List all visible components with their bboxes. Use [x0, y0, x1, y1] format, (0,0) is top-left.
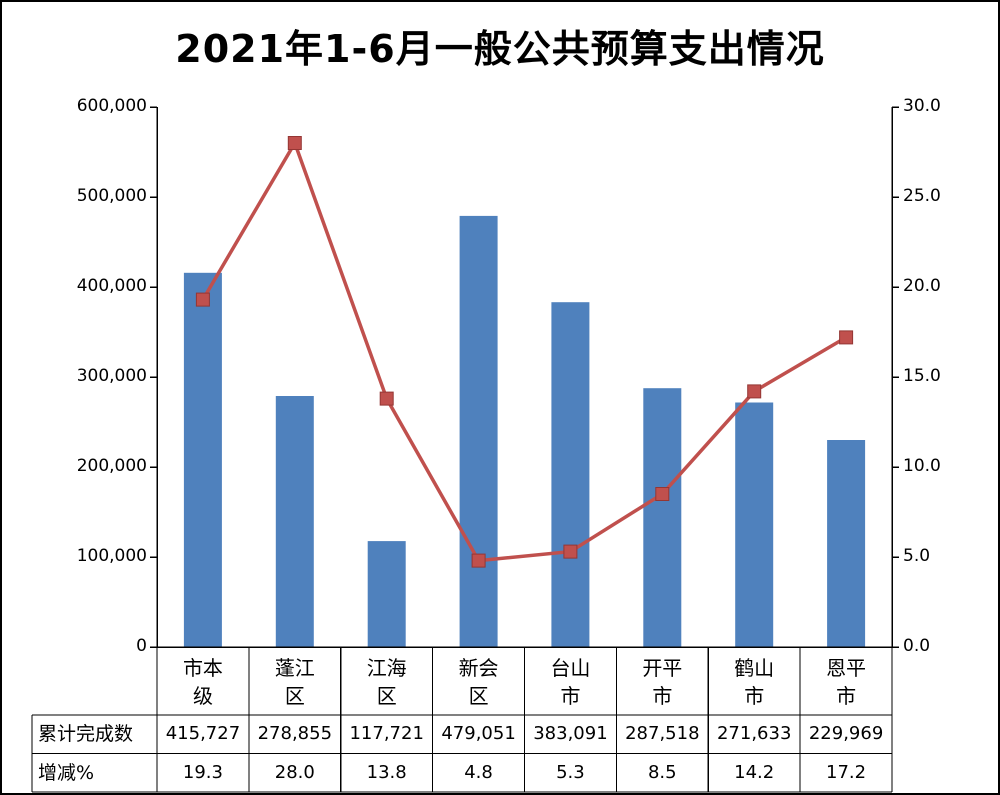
line-series — [201, 138, 847, 563]
category-label-line: 市本 — [182, 656, 223, 680]
chart-title: 2021年1-6月一般公共预算支出情况 — [175, 27, 825, 71]
line-marker — [747, 384, 762, 399]
bar — [643, 388, 682, 647]
left-axis-tick-label: 200,000 — [76, 456, 147, 476]
category-label-line: 市 — [836, 684, 857, 708]
right-axis-tick-label: 25.0 — [903, 186, 941, 206]
bar — [827, 440, 866, 647]
left-axis-tick-label: 600,000 — [76, 96, 147, 116]
table-cell: 5.3 — [556, 761, 585, 783]
table-cell: 117,721 — [349, 723, 424, 744]
table-cell: 19.3 — [182, 761, 223, 783]
category-label-line: 区 — [376, 684, 397, 708]
line-marker — [287, 136, 302, 150]
table-cell: 4.8 — [464, 761, 493, 783]
bar — [275, 396, 314, 647]
line-marker — [195, 292, 210, 307]
category-label-line: 市 — [560, 684, 581, 708]
right-axis-tick-label: 10.0 — [903, 456, 941, 476]
category-label-line: 恩平 — [826, 656, 867, 680]
line-marker — [379, 391, 394, 406]
category-label-line: 市 — [744, 684, 765, 708]
table-cell: 383,091 — [533, 723, 608, 744]
category-label: 江海区 — [341, 654, 433, 710]
left-axis-tick-label: 300,000 — [76, 366, 147, 386]
table-cell: 14.2 — [734, 761, 775, 783]
category-label: 鹤山市 — [708, 654, 800, 710]
right-axis-tick-label: 5.0 — [903, 546, 931, 566]
table-cell: 271,633 — [716, 723, 792, 744]
category-label-line: 区 — [468, 684, 489, 708]
table-cell: 17.2 — [826, 761, 867, 783]
category-label-line: 区 — [284, 684, 305, 708]
category-label-line: 台山 — [550, 656, 591, 680]
table-cell: 28.0 — [274, 761, 315, 783]
category-label-line: 蓬江 — [274, 656, 315, 680]
category-label-line: 级 — [192, 684, 213, 708]
right-axis-tick-label: 30.0 — [903, 96, 941, 116]
left-axis-tick-label: 0 — [136, 636, 147, 656]
table-cell: 415,727 — [165, 723, 241, 744]
bar — [551, 302, 590, 647]
bar — [735, 402, 774, 647]
table-row-label: 增减% — [38, 761, 95, 784]
table-cell: 278,855 — [257, 723, 333, 744]
category-label: 新会区 — [433, 654, 525, 710]
category-label: 恩平市 — [800, 654, 892, 710]
right-axis-tick-label: 15.0 — [903, 366, 941, 386]
category-label-line: 新会 — [458, 656, 499, 680]
right-axis-tick-label: 20.0 — [903, 276, 941, 296]
bar — [183, 272, 222, 647]
category-label-line: 开平 — [642, 656, 683, 680]
line-marker — [655, 487, 670, 501]
table-cell: 8.5 — [647, 761, 677, 783]
table-cell: 13.8 — [366, 761, 407, 783]
line-marker — [471, 553, 486, 568]
left-axis-tick-label: 100,000 — [76, 546, 147, 566]
bar — [367, 541, 406, 647]
category-label: 开平市 — [616, 654, 708, 710]
category-label-line: 鹤山 — [734, 656, 775, 680]
category-label: 台山市 — [525, 654, 617, 710]
line-marker — [839, 330, 854, 345]
table-cell: 229,969 — [808, 723, 884, 744]
right-axis-tick-label: 0.0 — [903, 636, 931, 656]
category-label: 市本级 — [157, 654, 249, 710]
table-cell: 287,518 — [625, 723, 700, 744]
bar — [459, 215, 498, 647]
left-axis-tick-label: 500,000 — [76, 186, 147, 206]
category-label-line: 市 — [652, 684, 673, 708]
table-cell: 479,051 — [441, 723, 516, 744]
table-row-label: 累计完成数 — [38, 723, 134, 745]
left-axis-tick-label: 400,000 — [76, 276, 147, 296]
category-label-line: 江海 — [366, 656, 407, 680]
category-label: 蓬江区 — [249, 654, 341, 710]
line-marker — [563, 544, 578, 559]
